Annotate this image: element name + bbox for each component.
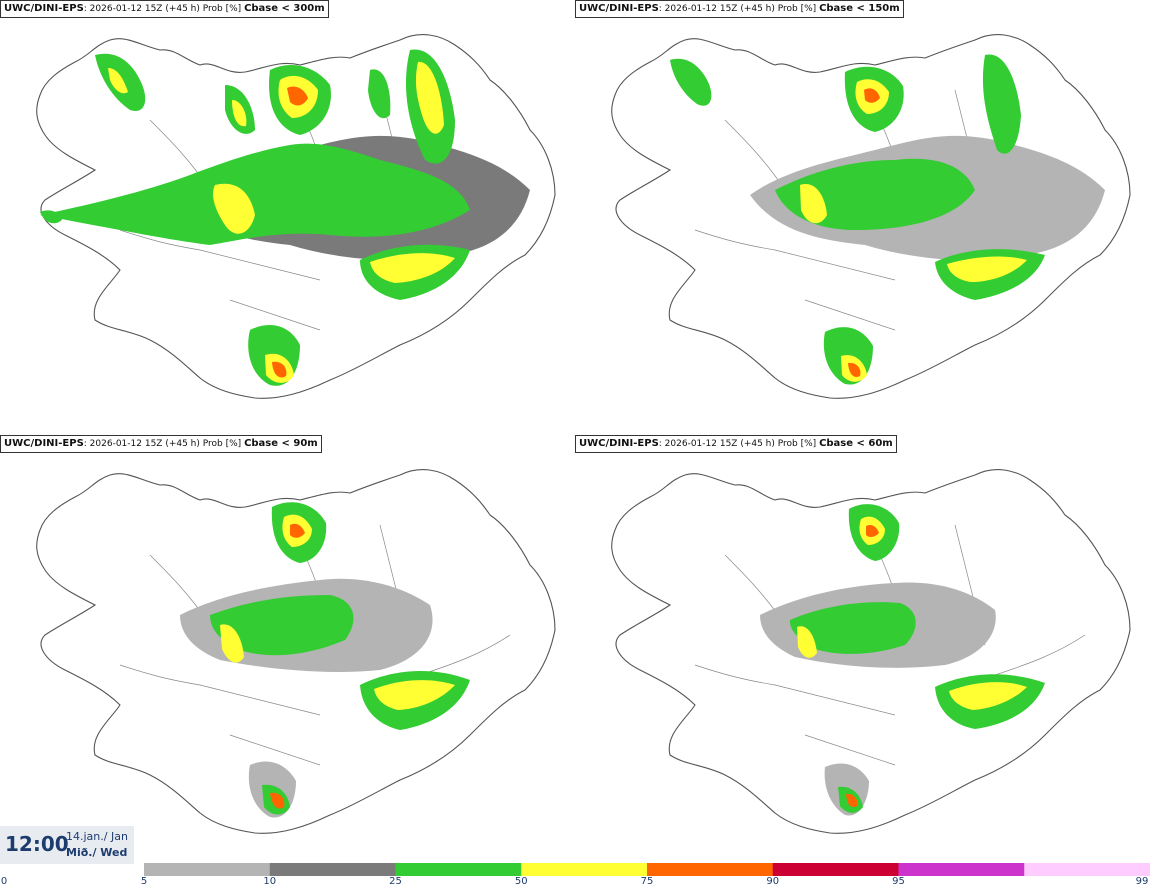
tick-label: 75 [640,876,654,887]
map-panel-90m: UWC/DINI-EPS: 2026-01-12 15Z (+45 h) Pro… [0,435,575,870]
tick-label: 50 [514,876,528,887]
probability-map-60m [611,468,1131,834]
color-bin [647,863,774,876]
probability-map-90m [36,468,556,834]
tick-label: 5 [140,876,148,887]
color-bin [1024,863,1150,876]
panel-title: UWC/DINI-EPS: 2026-01-12 15Z (+45 h) Pro… [0,435,322,453]
probability-map-300m [36,33,556,399]
color-bin [772,863,899,876]
probability-map-150m [611,33,1131,399]
valid-weekday: Mið./ Wed [66,846,128,859]
color-scale-ticks: 0 5 10 25 50 75 90 95 99 [0,876,1150,891]
panel-title: UWC/DINI-EPS: 2026-01-12 15Z (+45 h) Pro… [575,0,904,18]
color-bin [521,863,648,876]
color-bin [144,863,271,876]
tick-label: 90 [766,876,780,887]
valid-date: 14.jan./ Jan [66,830,128,843]
color-scale-bar [144,863,1150,876]
tick-label: 99 [1135,876,1149,887]
tick-label: 95 [892,876,905,887]
map-panel-60m: UWC/DINI-EPS: 2026-01-12 15Z (+45 h) Pro… [575,435,1150,870]
color-bin [898,863,1025,876]
panel-title: UWC/DINI-EPS: 2026-01-12 15Z (+45 h) Pro… [0,0,329,18]
tick-label: 10 [263,876,277,887]
tick-label: 0 [0,876,8,887]
valid-time-box: 12:00 14.jan./ Jan Mið./ Wed [0,826,134,864]
color-bin [269,863,396,876]
map-panel-150m: UWC/DINI-EPS: 2026-01-12 15Z (+45 h) Pro… [575,0,1150,435]
panel-title: UWC/DINI-EPS: 2026-01-12 15Z (+45 h) Pro… [575,435,897,453]
color-bin [395,863,522,876]
map-panel-300m: UWC/DINI-EPS: 2026-01-12 15Z (+45 h) Pro… [0,0,575,435]
tick-label: 25 [389,876,402,887]
valid-time: 12:00 [5,832,69,856]
